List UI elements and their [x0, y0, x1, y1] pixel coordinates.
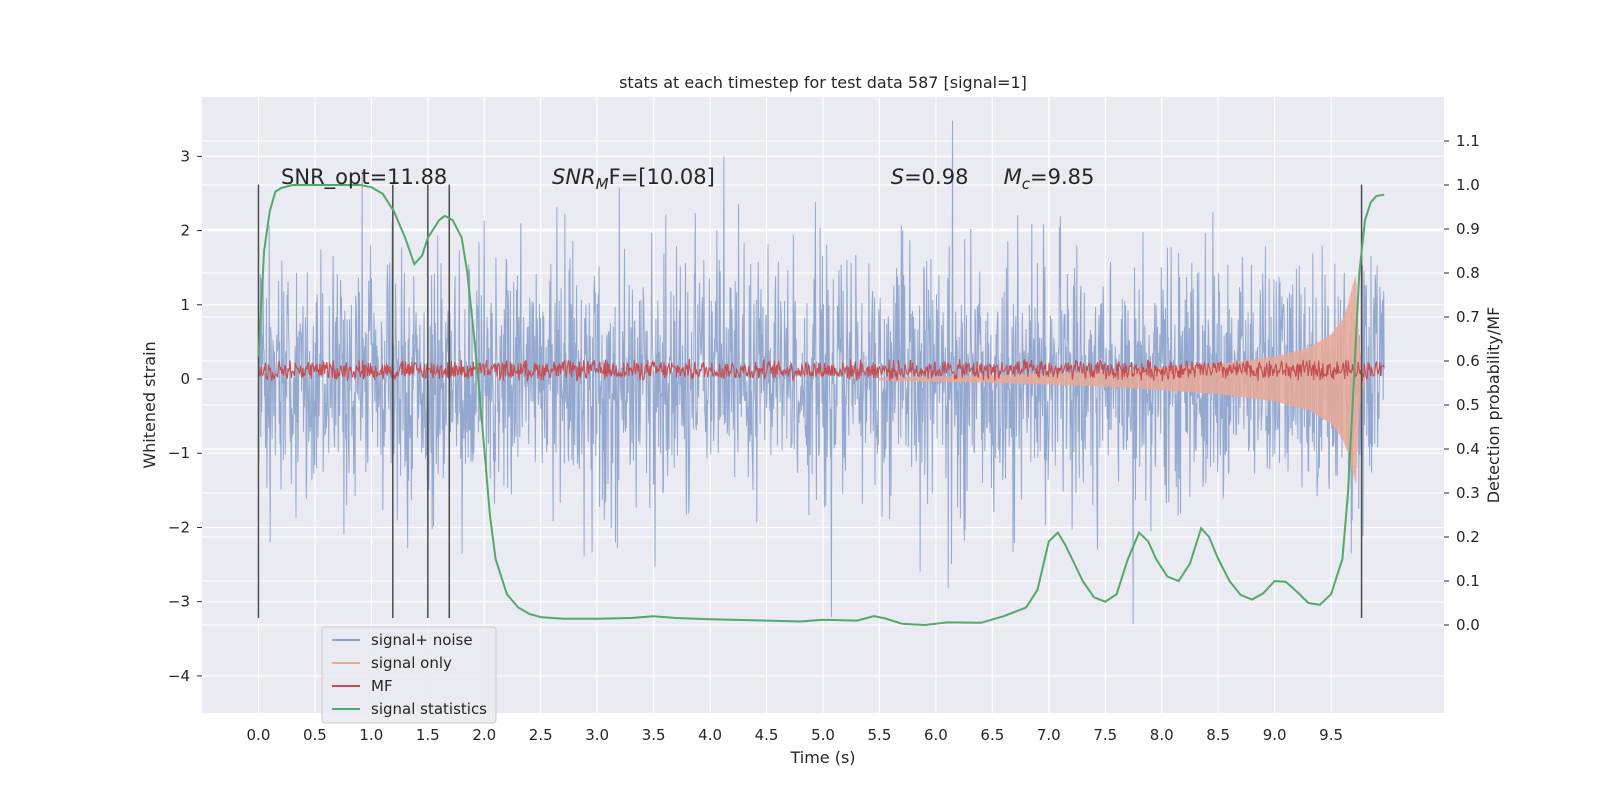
x-tick-label: 7.0 [1037, 726, 1061, 744]
x-tick-label: 9.0 [1263, 726, 1287, 744]
x-tick-label: 7.5 [1093, 726, 1117, 744]
x-tick-label: 1.0 [359, 726, 383, 744]
y-right-tick-labels: 0.0 0.1 0.2 0.3 0.4 0.5 0.6 0.7 0.8 0.9 1.0 1.1 [1444, 132, 1480, 634]
y-left-tick-label: −3 [168, 593, 190, 611]
x-tick-label: 2.0 [472, 726, 496, 744]
y-left-tick-label: −4 [168, 667, 190, 685]
x-tick-label: 5.5 [868, 726, 892, 744]
legend-label-signal-plus-noise: signal+ noise [371, 631, 473, 649]
y-right-tick-label: 0.5 [1456, 396, 1480, 414]
x-tick-label: 6.0 [924, 726, 948, 744]
y-left-tick-label: 0 [180, 370, 190, 388]
annotation-snr-mf-value: F=[10.08] [609, 165, 715, 189]
series-mf [257, 358, 1385, 382]
legend: signal+ noise signal only MF signal stat… [321, 626, 497, 724]
annotation-overlap-symbol: S [891, 165, 904, 189]
annotation-snr-mf: SNRMF=[10.08] [552, 165, 715, 193]
x-tick-label: 9.5 [1319, 726, 1343, 744]
annotation-overlap-value: =0.98 [904, 165, 968, 189]
x-tick-label: 0.0 [247, 726, 271, 744]
y-axis-label-right: Detection probability/MF [1484, 307, 1503, 504]
vertical-markers [257, 184, 1363, 619]
annotation-chirp-mass-value: =9.85 [1030, 165, 1094, 189]
series-line-mf [257, 358, 1385, 382]
annotations: SNR_opt=11.88 SNRMF=[10.08] S=0.98 Mc=9.85 [281, 165, 1094, 193]
y-left-tick-label: −2 [168, 518, 190, 536]
y-right-tick-label: 0.3 [1456, 484, 1480, 502]
x-tick-label: 8.5 [1206, 726, 1230, 744]
y-axis-label-left: Whitened strain [140, 341, 159, 468]
y-right-tick-label: 0.9 [1456, 220, 1480, 238]
y-right-tick-label: 0.0 [1456, 616, 1480, 634]
y-right-tick-label: 0.4 [1456, 440, 1480, 458]
y-right-tick-label: 1.0 [1456, 176, 1480, 194]
x-tick-label: 5.0 [811, 726, 835, 744]
x-tick-label: 0.5 [303, 726, 327, 744]
chart-title: stats at each timestep for test data 587… [619, 73, 1027, 92]
x-tick-label: 4.0 [698, 726, 722, 744]
series-signal-plus-noise [258, 120, 1385, 625]
y-right-tick-label: 0.7 [1456, 308, 1480, 326]
y-left-tick-label: 3 [180, 147, 190, 165]
series-signal-statistics [257, 184, 1385, 627]
series-line-signal-plus-noise [258, 120, 1385, 625]
x-tick-label: 8.0 [1150, 726, 1174, 744]
annotation-chirp-mass-symbol: M [1004, 165, 1022, 189]
x-tick-label: 1.5 [416, 726, 440, 744]
y-left-tick-label: 1 [180, 296, 190, 314]
x-tick-label: 2.5 [529, 726, 553, 744]
annotation-chirp-mass: Mc=9.85 [1004, 165, 1095, 193]
y-left-tick-labels: −4 −3 −2 −1 0 1 2 3 [168, 147, 202, 685]
annotation-snr-mf-symbol: SNR [552, 165, 596, 189]
y-left-tick-label: 2 [180, 222, 190, 240]
x-tick-labels: 0.0 0.5 1.0 1.5 2.0 2.5 3.0 3.5 4.0 4.5 5.0 5.5 6.0 6… [247, 726, 1343, 744]
y-right-tick-label: 0.6 [1456, 352, 1480, 370]
annotation-chirp-mass-subscript: c [1022, 175, 1031, 193]
y-right-tick-label: 1.1 [1456, 132, 1480, 150]
y-left-tick-label: −1 [168, 444, 190, 462]
annotation-snr-mf-subscript: M [596, 175, 609, 193]
legend-label-signal-statistics: signal statistics [371, 700, 487, 718]
y-right-tick-label: 0.1 [1456, 572, 1480, 590]
series-line-signal-statistics [257, 184, 1385, 627]
x-tick-label: 3.5 [642, 726, 666, 744]
annotation-overlap: S=0.98 [891, 165, 969, 189]
annotation-snr-opt: SNR_opt=11.88 [281, 165, 447, 190]
x-axis-label: Time (s) [789, 748, 855, 767]
x-tick-label: 6.5 [980, 726, 1004, 744]
x-tick-label: 3.0 [585, 726, 609, 744]
legend-label-mf: MF [371, 677, 393, 695]
y-right-tick-label: 0.2 [1456, 528, 1480, 546]
annotation-snr-opt-text: SNR_opt=11.88 [281, 165, 447, 190]
legend-box [321, 626, 497, 724]
y-right-tick-label: 0.8 [1456, 264, 1480, 282]
x-tick-label: 4.5 [755, 726, 779, 744]
legend-label-signal-only: signal only [371, 654, 452, 672]
